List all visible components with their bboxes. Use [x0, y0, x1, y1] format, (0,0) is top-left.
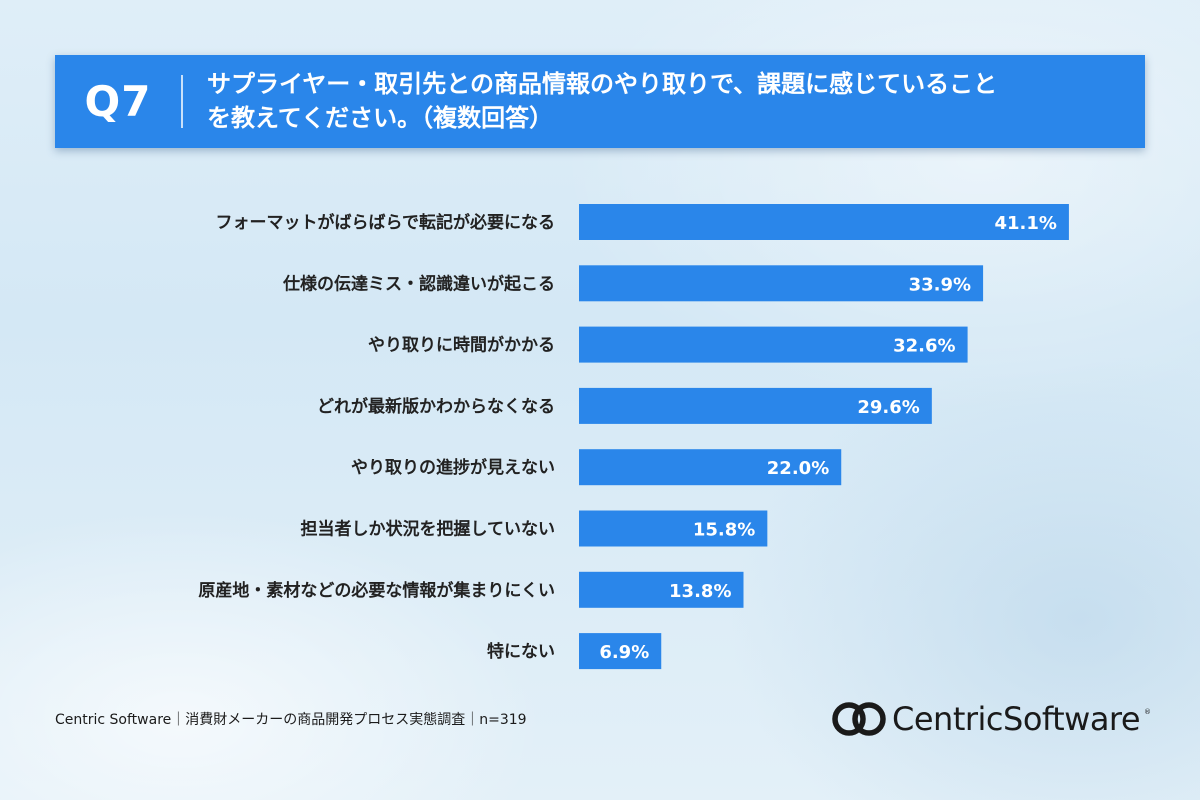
question-text-line1: サプライヤー・取引先との商品情報のやり取りで、課題に感じていること: [207, 70, 998, 98]
category-label: 特にない: [487, 641, 555, 662]
category-label: やり取りに時間がかかる: [368, 335, 555, 356]
question-header: Q7 サプライヤー・取引先との商品情報のやり取りで、課題に感じていること を教え…: [55, 55, 1145, 148]
category-label: 仕様の伝達ミス・認識違いが起こる: [282, 273, 555, 294]
value-label: 33.9%: [909, 274, 971, 295]
category-label: やり取りの進捗が見えない: [351, 457, 555, 478]
value-label: 41.1%: [994, 213, 1056, 234]
category-label: どれが最新版かわからなくなる: [317, 396, 555, 417]
logo-registered-mark: ®: [1144, 708, 1151, 716]
logo-text-software: Software: [1003, 700, 1141, 738]
header-divider: [181, 75, 183, 128]
bar: [579, 387, 932, 424]
value-label: 22.0%: [767, 458, 829, 479]
footer-source: Centric Software｜消費財メーカーの商品開発プロセス実態調査｜n=…: [55, 712, 527, 728]
value-label: 13.8%: [669, 581, 731, 602]
bar: [579, 449, 842, 486]
bar: [579, 571, 744, 608]
question-text: サプライヤー・取引先との商品情報のやり取りで、課題に感じていること を教えてくだ…: [207, 67, 1127, 135]
bar: [579, 633, 662, 670]
value-label: 15.8%: [693, 520, 755, 541]
category-label: 原産地・素材などの必要な情報が集まりにくい: [198, 580, 555, 601]
value-label: 32.6%: [893, 336, 955, 357]
bar: [579, 326, 968, 363]
question-number: Q7: [84, 77, 152, 126]
bar: [579, 510, 768, 547]
bar: [579, 265, 984, 302]
value-label: 29.6%: [857, 397, 919, 418]
bar: [579, 204, 1069, 240]
logo-wordmark: CentricSoftware: [892, 698, 1141, 740]
centric-software-logo: CentricSoftware ®: [832, 698, 1152, 742]
logo-text-centric: Centric: [892, 700, 1004, 738]
question-text-line2: を教えてください。（複数回答）: [207, 104, 554, 132]
category-label: 担当者しか状況を把握していない: [301, 519, 556, 540]
category-label: フォーマットがばらばらで転記が必要になる: [216, 212, 556, 233]
value-label: 6.9%: [599, 642, 649, 663]
centric-logo-icon: [832, 702, 886, 736]
